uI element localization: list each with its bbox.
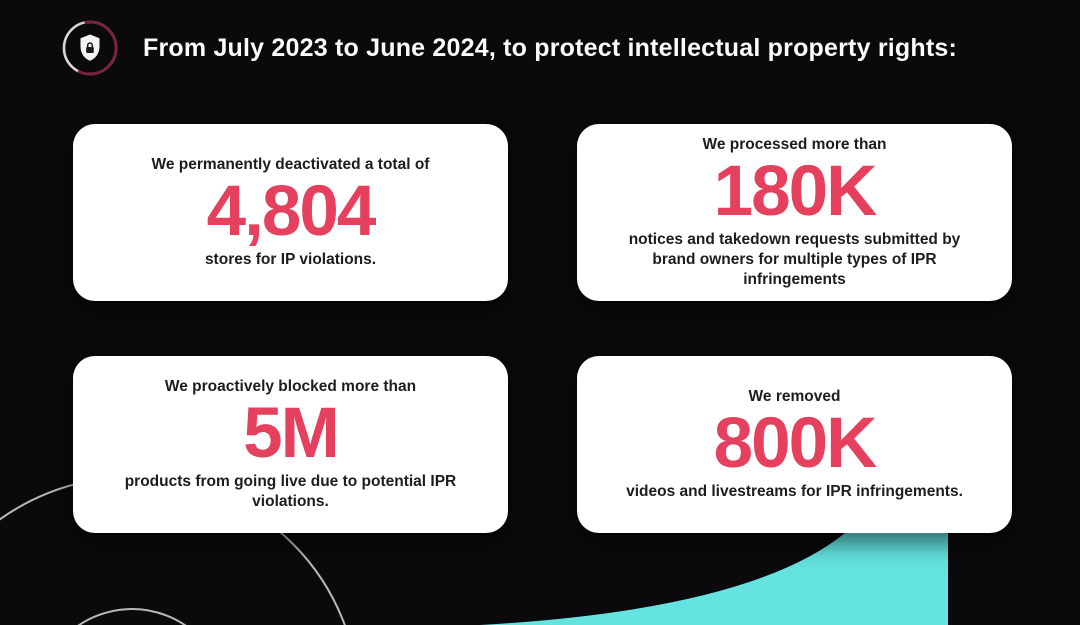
stat-card-takedown-notices: We processed more than 180K notices and …: [577, 124, 1012, 301]
stat-value: 5M: [243, 394, 340, 474]
stat-value: 180K: [713, 152, 878, 232]
stat-description: notices and takedown requests submitted …: [628, 231, 961, 289]
shield-lock-icon: [61, 19, 119, 77]
stat-card-blocked-products: We proactively blocked more than 5M prod…: [73, 356, 508, 533]
stat-value: 800K: [713, 404, 878, 484]
cyan-wedge-shape: [480, 533, 948, 625]
stat-description: products from going live due to potentia…: [124, 473, 457, 511]
stat-value: 4,804: [206, 172, 377, 252]
decor-ring-inner: [77, 608, 187, 625]
stat-description: videos and livestreams for IPR infringem…: [626, 483, 963, 501]
page-title: From July 2023 to June 2024, to protect …: [143, 33, 957, 62]
stat-lead: We removed: [748, 387, 841, 405]
stat-lead: We processed more than: [702, 136, 887, 154]
stat-lead: We permanently deactivated a total of: [151, 155, 430, 173]
stat-lead: We proactively blocked more than: [164, 377, 417, 395]
header: From July 2023 to June 2024, to protect …: [61, 19, 957, 77]
stat-card-deactivated-stores: We permanently deactivated a total of 4,…: [73, 124, 508, 301]
stat-description: stores for IP violations.: [204, 251, 377, 269]
stat-card-removed-videos: We removed 800K videos and livestreams f…: [577, 356, 1012, 533]
